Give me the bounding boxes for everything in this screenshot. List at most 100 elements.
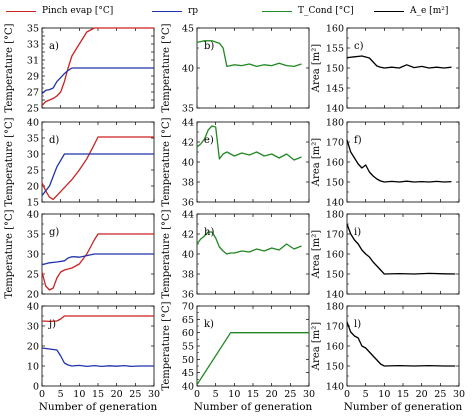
y-tick-label-l: 170: [326, 322, 344, 333]
legend-label-pinch-evap: Pinch evap [°C]: [42, 6, 114, 16]
y-tick-label-k: 70: [182, 302, 194, 313]
y-tick-label-h: 38: [182, 270, 194, 281]
series-line-g-1: [41, 253, 154, 266]
legend-swatch-blue: [152, 10, 182, 12]
y-axis-label-f: Area [m²]: [311, 138, 322, 187]
y-tick-label-i: 150: [326, 270, 344, 281]
y-tick-label-g: 35: [27, 230, 39, 241]
y-axis-label-i: Area [m²]: [311, 230, 322, 279]
y-tick-label-f: 170: [326, 138, 344, 149]
y-tick-label-g: 20: [27, 290, 39, 301]
panel-label-g: g): [49, 227, 59, 238]
y-tick-label-f: 140: [326, 198, 344, 209]
y-tick-label-a: 25: [27, 104, 39, 115]
legend-item-pinch-evap: Pinch evap [°C]: [6, 2, 113, 20]
y-tick-label-i: 160: [326, 250, 344, 261]
plot-frame-l: [346, 305, 460, 387]
y-axis-label-l: Area [m²]: [311, 322, 322, 371]
series-line-g-0: [41, 233, 154, 291]
legend-swatch-red: [6, 10, 36, 12]
y-tick-label-g: 30: [27, 250, 39, 261]
y-tick-label-k: 60: [182, 328, 194, 339]
x-tick-label-k: 5: [213, 389, 219, 400]
y-tick-label-a: 29: [27, 72, 39, 83]
y-tick-label-j: 0: [33, 382, 39, 393]
y-tick-label-h: 44: [182, 210, 194, 221]
y-tick-label-k: 50: [182, 355, 194, 366]
series-line-c-0: [346, 55, 452, 69]
x-tick-label-k: 15: [247, 389, 259, 400]
y-axis-label-a: Temperature [°C]: [4, 23, 15, 112]
y-axis-label-b: Temperature [°C]: [161, 23, 172, 112]
plot-frame-e: [196, 121, 310, 203]
y-axis-label-k: Temperature [°C]: [161, 301, 172, 390]
y-tick-label-h: 36: [182, 290, 194, 301]
y-tick-label-l: 140: [326, 382, 344, 393]
y-tick-label-f: 180: [326, 118, 344, 129]
x-tick-label-l: 20: [416, 389, 428, 400]
panel-label-k: k): [204, 319, 214, 330]
y-tick-label-a: 35: [27, 24, 39, 35]
y-tick-label-a: 27: [27, 88, 39, 99]
panel-label-i: i): [354, 227, 361, 238]
series-line-h-0: [196, 231, 302, 255]
legend: Pinch evap [°C] rp T_Cond [°C] A_e [m²]: [0, 0, 474, 24]
panel-label-l: l): [354, 319, 361, 330]
y-tick-label-b: 35: [182, 104, 194, 115]
y-tick-label-d: 25: [27, 166, 39, 177]
y-tick-label-d: 35: [27, 134, 39, 145]
series-line-f-0: [346, 139, 452, 183]
y-tick-label-k: 45: [182, 368, 194, 379]
x-tick-label-l: 5: [363, 389, 369, 400]
y-tick-label-c: 140: [326, 104, 344, 115]
x-tick-label-l: 15: [397, 389, 409, 400]
y-tick-label-d: 20: [27, 182, 39, 193]
x-tick-label-j: 20: [111, 389, 123, 400]
y-tick-label-l: 160: [326, 342, 344, 353]
y-tick-label-h: 40: [182, 250, 194, 261]
plot-frame-j: [41, 305, 155, 387]
series-line-i-0: [346, 223, 456, 275]
y-tick-label-a: 31: [27, 56, 39, 67]
y-axis-label-g: Temperature [°C]: [4, 209, 15, 298]
y-tick-label-g: 25: [27, 270, 39, 281]
y-tick-label-l: 150: [326, 362, 344, 373]
y-tick-label-e: 36: [182, 198, 194, 209]
plot-frame-f: [346, 121, 460, 203]
y-tick-label-j: 30: [27, 322, 39, 333]
y-tick-label-d: 30: [27, 150, 39, 161]
y-tick-label-e: 44: [182, 118, 194, 129]
panel-label-f: f): [354, 135, 362, 146]
y-tick-label-k: 65: [182, 315, 194, 326]
legend-label-tcond: T_Cond [°C]: [298, 6, 354, 16]
x-tick-label-j: 25: [129, 389, 141, 400]
series-line-j-0: [41, 315, 154, 323]
panel-label-d: d): [49, 135, 59, 146]
y-tick-label-c: 145: [326, 84, 344, 95]
panel-label-a: a): [49, 41, 59, 52]
plot-frame-d: [41, 121, 155, 203]
x-tick-label-k: 10: [228, 389, 240, 400]
legend-label-rp: rp: [188, 6, 199, 16]
series-line-d-1: [41, 153, 154, 196]
y-tick-label-j: 10: [27, 362, 39, 373]
y-tick-label-i: 170: [326, 230, 344, 241]
plot-frame-k: [196, 305, 310, 387]
y-tick-label-e: 40: [182, 158, 194, 169]
series-line-b-0: [196, 40, 302, 68]
series-line-l-0: [346, 321, 456, 367]
series-line-j-1: [41, 347, 154, 368]
y-tick-label-c: 150: [326, 64, 344, 75]
x-tick-label-k: 0: [194, 389, 200, 400]
y-tick-label-d: 40: [27, 118, 39, 129]
legend-item-tcond: T_Cond [°C]: [262, 2, 354, 20]
y-tick-label-d: 15: [27, 198, 39, 209]
y-tick-label-a: 33: [27, 40, 39, 51]
x-tick-label-k: 30: [303, 389, 315, 400]
panel-label-h: h): [204, 227, 214, 238]
x-tick-label-l: 30: [453, 389, 465, 400]
y-tick-label-i: 140: [326, 290, 344, 301]
series-line-a-1: [41, 67, 154, 95]
panel-label-j: j): [48, 319, 56, 330]
